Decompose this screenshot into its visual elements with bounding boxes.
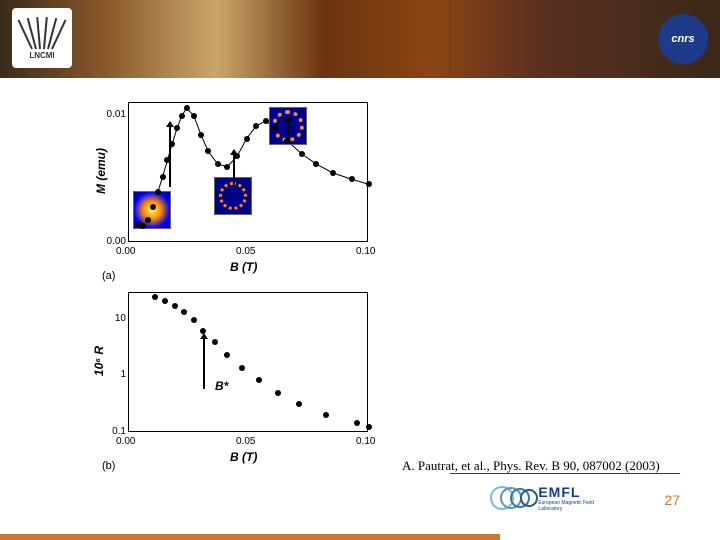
- data-point: [224, 352, 230, 358]
- tick-label: 0.1: [102, 426, 126, 437]
- data-point: [191, 317, 197, 323]
- data-point: [198, 132, 204, 138]
- bstar-annotation: B*: [215, 379, 228, 393]
- tick-label: 0.00: [102, 236, 126, 247]
- data-point: [152, 294, 158, 300]
- emfl-sub-label: European Magnetic Field Laboratory: [538, 500, 610, 512]
- data-point: [313, 161, 319, 167]
- data-point: [366, 424, 372, 430]
- data-point: [244, 136, 250, 142]
- panel-b-axes: B*: [128, 292, 368, 432]
- data-point: [263, 118, 269, 124]
- chart-area: M (emu) B (T) (a) 0.000.050.100.000.01 1…: [100, 98, 410, 528]
- data-point: [140, 223, 146, 229]
- data-point: [200, 328, 206, 334]
- data-point: [164, 157, 170, 163]
- data-point: [299, 151, 305, 157]
- data-point: [205, 148, 211, 154]
- tick-label: 0.05: [236, 436, 255, 447]
- data-point: [162, 298, 168, 304]
- data-point: [215, 161, 221, 167]
- data-point: [169, 141, 175, 147]
- tick-label: 0.00: [116, 246, 135, 257]
- tick-label: 0.10: [356, 246, 375, 257]
- tick-label: 0.10: [356, 436, 375, 447]
- data-point: [284, 138, 290, 144]
- data-point: [224, 164, 230, 170]
- emfl-logo: EMFL European Magnetic Field Laboratory: [490, 482, 610, 514]
- tick-label: 0.01: [102, 109, 126, 120]
- data-point: [212, 339, 218, 345]
- data-point: [275, 390, 281, 396]
- data-point: [272, 125, 278, 131]
- data-point: [234, 153, 240, 159]
- lncmi-icon: [22, 17, 62, 49]
- data-point: [366, 181, 372, 187]
- header-banner: LNCMI cnrs: [0, 0, 720, 78]
- footer-bar: [0, 534, 720, 540]
- cnrs-label: cnrs: [671, 33, 694, 45]
- panel-b-label: (b): [102, 460, 115, 472]
- data-point: [239, 365, 245, 371]
- data-point: [191, 113, 197, 119]
- data-point: [155, 189, 161, 195]
- data-point: [179, 113, 185, 119]
- panel-a-axes: [128, 102, 368, 242]
- data-point: [323, 412, 329, 418]
- arrow-icon: [203, 339, 205, 389]
- slide-content: M (emu) B (T) (a) 0.00 0.05 0.10 0.00 0.01 1…: [0, 78, 720, 528]
- panel-b-plot: 10⁶ R B* B (T) (b) 0.000.050.100.1110: [100, 288, 380, 468]
- cnrs-logo: cnrs: [658, 14, 708, 64]
- emfl-main-label: EMFL: [538, 484, 610, 500]
- panel-a-label: (a): [102, 270, 115, 282]
- data-point: [150, 204, 156, 210]
- data-point: [145, 217, 151, 223]
- data-point: [330, 170, 336, 176]
- data-point: [349, 176, 355, 182]
- tick-label: 10: [102, 313, 126, 324]
- data-point: [172, 303, 178, 309]
- panel-a-ylabel: M (emu): [94, 148, 108, 194]
- footer-divider: [450, 473, 680, 474]
- data-point: [181, 309, 187, 315]
- data-point: [174, 125, 180, 131]
- data-point: [256, 377, 262, 383]
- tick-label: 0.05: [236, 246, 255, 257]
- lncmi-logo: LNCMI: [12, 8, 72, 68]
- emfl-rings-icon: [490, 484, 534, 512]
- panel-b-xlabel: B (T): [230, 450, 257, 464]
- arrow-icon: [233, 155, 235, 185]
- data-point: [253, 123, 259, 129]
- lncmi-label: LNCMI: [29, 51, 54, 60]
- tick-label: 0.00: [116, 436, 135, 447]
- data-point: [184, 105, 190, 111]
- data-point: [354, 420, 360, 426]
- page-number: 27: [664, 492, 680, 508]
- panel-a-plot: M (emu) B (T) (a) 0.000.050.100.000.01: [100, 98, 380, 278]
- data-point: [160, 174, 166, 180]
- data-point: [296, 401, 302, 407]
- panel-a-xlabel: B (T): [230, 260, 257, 274]
- tick-label: 1: [102, 369, 126, 380]
